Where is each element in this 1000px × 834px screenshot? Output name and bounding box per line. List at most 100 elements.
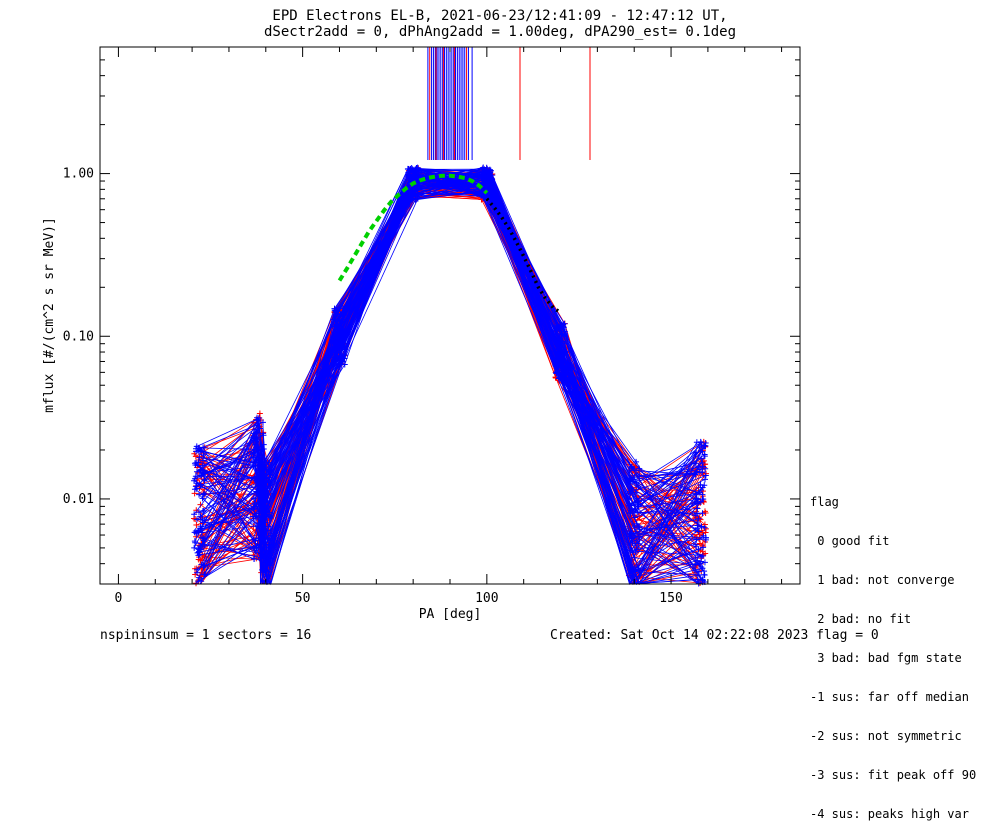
data-point: [255, 487, 262, 494]
data-point: [201, 490, 208, 497]
data-point: [702, 472, 709, 479]
x-tick-label: 50: [295, 591, 311, 606]
footer-left-info: nspininsum = 1 sectors = 16: [100, 628, 312, 643]
x-tick-label: 0: [115, 591, 123, 606]
flag-legend-item: -2 sus: not symmetric: [810, 729, 962, 743]
data-point: [193, 516, 200, 523]
data-point: [251, 500, 258, 507]
data-point: [259, 419, 266, 426]
data-point: [480, 191, 487, 198]
axes-layer: 0 50 100 150 0.01 0.10 1.00: [63, 46, 800, 606]
data-point: [702, 465, 709, 472]
data-point: [266, 474, 273, 481]
data-point: [701, 451, 708, 458]
data-point: [258, 518, 265, 525]
data-point: [693, 536, 700, 543]
data-point: [635, 484, 642, 491]
data-point: [196, 509, 203, 516]
data-point: [702, 442, 709, 449]
data-point: [193, 530, 200, 537]
data-point: [561, 320, 568, 327]
data-point: [197, 501, 204, 508]
chart-title-line1: EPD Electrons EL-B, 2021-06-23/12:41:09 …: [272, 8, 728, 24]
data-point: [698, 469, 705, 476]
data-point: [700, 544, 707, 551]
data-point: [557, 374, 564, 381]
data-point: [627, 531, 634, 538]
data-point: [555, 349, 562, 356]
x-tick-label: 100: [475, 591, 498, 606]
data-point: [193, 468, 200, 475]
x-axis-label: PA [deg]: [419, 607, 482, 622]
data-point: [191, 538, 198, 545]
data-point: [196, 491, 203, 498]
data-point: [698, 564, 705, 571]
data-point: [258, 481, 265, 488]
data-point: [257, 468, 264, 475]
data-point: [200, 535, 207, 542]
y-tick-label: 0.01: [63, 492, 94, 507]
y-axis-label: mflux [#/(cm^2 s sr MeV)]: [42, 217, 57, 413]
data-point: [191, 511, 198, 518]
data-point: [698, 554, 705, 561]
data-point: [697, 499, 704, 506]
data-point: [249, 459, 256, 466]
data-point: [701, 571, 708, 578]
data-point: [413, 172, 420, 179]
data-point: [634, 501, 641, 508]
profile-line: [198, 182, 703, 483]
footer-right-info: Created: Sat Oct 14 02:22:08 2023 flag =…: [550, 628, 879, 643]
data-point: [558, 331, 565, 338]
data-point: [633, 546, 640, 553]
flag-legend: flag 0 good fit 1 bad: not converge 2 ba…: [810, 470, 976, 834]
data-point: [697, 438, 704, 445]
data-point: [480, 170, 487, 177]
data-point: [195, 552, 202, 559]
data-point: [332, 307, 339, 314]
flag-legend-title: flag: [810, 495, 839, 509]
chart-title-line2: dSectr2add = 0, dPhAng2add = 1.00deg, dP…: [263, 24, 736, 40]
y-tick-label: 1.00: [63, 167, 94, 182]
data-point: [255, 423, 262, 430]
data-point: [196, 574, 203, 581]
data-point: [201, 517, 208, 524]
chart-plot: 0 50 100 150 0.01 0.10 1.00 PA [deg] mflux [#/…: [42, 46, 801, 622]
data-point: [191, 544, 198, 551]
data-point: [693, 449, 700, 456]
data-point: [193, 569, 200, 576]
data-layer: [190, 47, 710, 587]
data-point: [636, 498, 643, 505]
data-point: [699, 510, 706, 517]
data-point: [331, 354, 338, 361]
data-point: [696, 489, 703, 496]
data-point: [698, 523, 705, 530]
data-point: [701, 559, 708, 566]
flag-legend-item: -1 sus: far off median: [810, 690, 969, 704]
data-point: [631, 473, 638, 480]
data-point: [193, 480, 200, 487]
data-point: [698, 441, 705, 448]
flag-legend-item: 0 good fit: [810, 534, 890, 548]
data-point: [695, 496, 702, 503]
data-point: [701, 524, 708, 531]
data-point: [197, 513, 204, 520]
flag-legend-item: -3 sus: fit peak off 90: [810, 768, 977, 782]
black-fit-curve: [485, 197, 562, 314]
data-point: [562, 358, 569, 365]
data-point: [699, 577, 706, 584]
data-point: [627, 539, 634, 546]
data-point: [699, 576, 706, 583]
data-point: [558, 322, 565, 329]
data-point: [340, 343, 347, 350]
data-point: [250, 495, 257, 502]
x-tick-label: 150: [659, 591, 682, 606]
data-point: [332, 329, 339, 336]
data-point: [200, 507, 207, 514]
data-point: [408, 173, 415, 180]
data-point: [258, 554, 265, 561]
data-point: [553, 368, 560, 375]
data-point: [699, 565, 706, 572]
data-point: [692, 450, 699, 457]
data-point: [191, 486, 198, 493]
data-point: [256, 410, 263, 417]
